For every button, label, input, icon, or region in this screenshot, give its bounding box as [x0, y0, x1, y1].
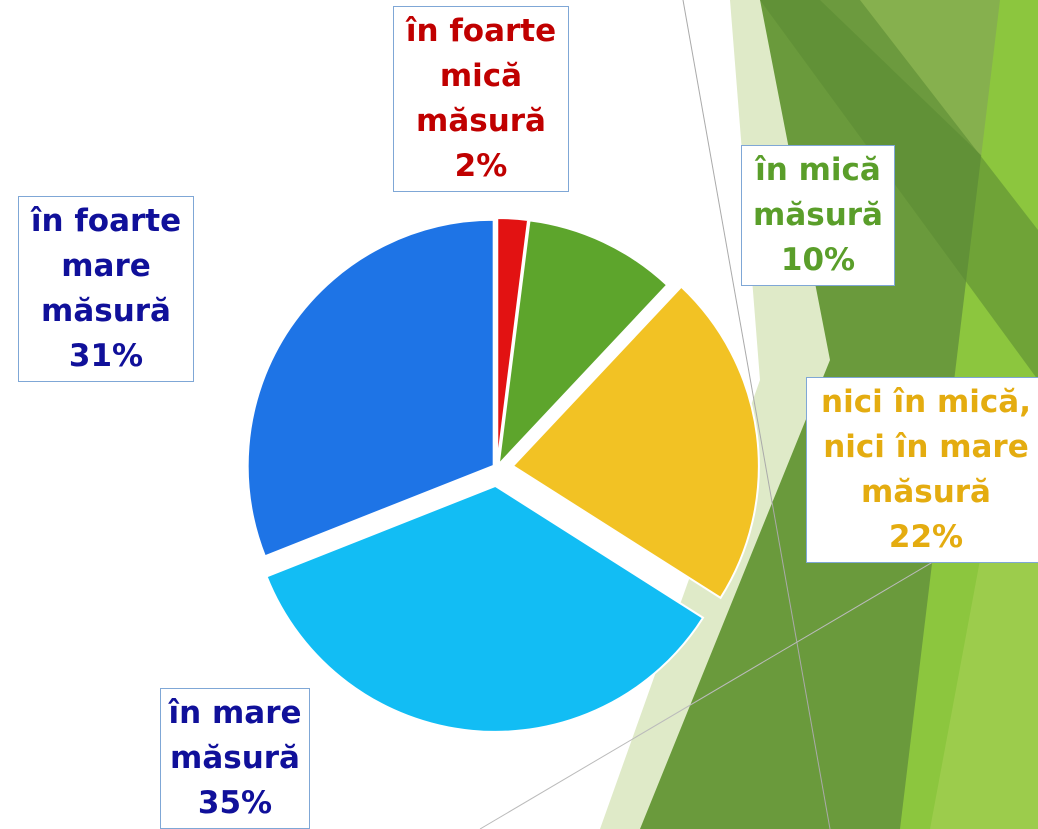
category-label: în foarte mare măsură: [30, 203, 182, 329]
pie-slice: [511, 285, 760, 600]
category-label: în mică măsură: [753, 152, 883, 233]
pie-slice: [246, 218, 495, 558]
value-label: 22%: [888, 519, 964, 555]
data-label: nici în mică, nici în mare măsură 22%: [806, 377, 1038, 563]
pie-slice: [496, 217, 530, 465]
background-decoration: [479, 0, 1038, 829]
value-label: 2%: [454, 148, 508, 184]
data-label: în foarte mare măsură 31%: [18, 196, 194, 382]
value-label: 10%: [780, 242, 856, 278]
data-label: în mare măsură 35%: [160, 688, 310, 829]
category-label: în foarte mică măsură: [405, 13, 557, 139]
pie-slice: [497, 219, 669, 468]
pie-slice: [265, 484, 705, 733]
pie: [246, 217, 760, 733]
category-label: în mare măsură: [168, 695, 302, 776]
data-label: în foarte mică măsură 2%: [393, 6, 569, 192]
data-label: în mică măsură 10%: [741, 145, 895, 286]
value-label: 31%: [68, 338, 144, 374]
category-label: nici în mică, nici în mare măsură: [821, 384, 1031, 510]
value-label: 35%: [197, 785, 273, 821]
